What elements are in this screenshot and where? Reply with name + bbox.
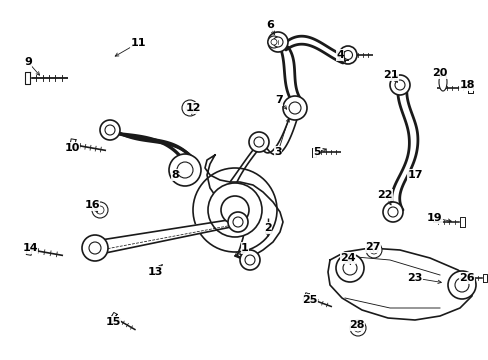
Text: 20: 20 xyxy=(431,68,447,78)
Circle shape xyxy=(240,250,260,270)
Polygon shape xyxy=(69,139,76,150)
Circle shape xyxy=(89,242,101,254)
Circle shape xyxy=(343,50,352,59)
Text: 15: 15 xyxy=(105,317,121,327)
Polygon shape xyxy=(94,219,238,255)
Circle shape xyxy=(369,246,377,254)
Circle shape xyxy=(96,206,104,214)
Text: 14: 14 xyxy=(22,243,38,253)
Circle shape xyxy=(272,37,283,47)
Circle shape xyxy=(82,235,108,261)
Text: 3: 3 xyxy=(274,147,281,157)
Text: 24: 24 xyxy=(340,253,355,263)
Polygon shape xyxy=(459,217,464,227)
Polygon shape xyxy=(303,293,309,302)
Polygon shape xyxy=(357,324,361,332)
Circle shape xyxy=(365,242,381,258)
Text: 6: 6 xyxy=(265,20,273,30)
Polygon shape xyxy=(327,248,471,320)
Circle shape xyxy=(454,278,468,292)
Circle shape xyxy=(227,212,247,232)
Text: 27: 27 xyxy=(365,242,380,252)
Circle shape xyxy=(248,132,268,152)
Circle shape xyxy=(193,168,276,252)
Polygon shape xyxy=(24,72,30,84)
Text: 9: 9 xyxy=(24,57,32,67)
Circle shape xyxy=(389,75,409,95)
Circle shape xyxy=(100,120,120,140)
Polygon shape xyxy=(204,155,283,258)
Text: 18: 18 xyxy=(458,80,474,90)
Text: 26: 26 xyxy=(458,273,474,283)
Text: 11: 11 xyxy=(130,38,145,48)
Polygon shape xyxy=(264,230,271,233)
Text: 22: 22 xyxy=(376,190,392,200)
Circle shape xyxy=(270,39,276,45)
Circle shape xyxy=(253,137,264,147)
Polygon shape xyxy=(467,82,472,93)
Circle shape xyxy=(177,162,193,178)
Circle shape xyxy=(349,320,365,336)
Polygon shape xyxy=(274,39,277,45)
Polygon shape xyxy=(343,50,347,59)
Circle shape xyxy=(283,96,306,120)
Text: 8: 8 xyxy=(171,170,179,180)
Circle shape xyxy=(185,104,194,112)
Polygon shape xyxy=(26,244,33,255)
Ellipse shape xyxy=(438,73,446,91)
Text: 16: 16 xyxy=(84,200,100,210)
Circle shape xyxy=(169,154,201,186)
Circle shape xyxy=(342,261,356,275)
Circle shape xyxy=(232,217,243,227)
Text: 1: 1 xyxy=(241,243,248,253)
Text: 28: 28 xyxy=(348,320,364,330)
Text: 19: 19 xyxy=(427,213,442,223)
Circle shape xyxy=(353,324,361,332)
Circle shape xyxy=(394,80,404,90)
Circle shape xyxy=(382,202,402,222)
Text: 4: 4 xyxy=(335,50,343,60)
Circle shape xyxy=(267,32,287,52)
Text: 13: 13 xyxy=(147,267,163,277)
Circle shape xyxy=(207,183,262,237)
Polygon shape xyxy=(482,274,486,282)
Circle shape xyxy=(221,196,248,224)
Text: 17: 17 xyxy=(407,170,422,180)
Circle shape xyxy=(338,46,356,64)
Text: 25: 25 xyxy=(302,295,317,305)
Circle shape xyxy=(267,36,280,48)
Circle shape xyxy=(244,255,254,265)
Circle shape xyxy=(447,271,475,299)
Text: 7: 7 xyxy=(275,95,282,105)
Circle shape xyxy=(335,254,363,282)
Text: 12: 12 xyxy=(185,103,201,113)
Text: 21: 21 xyxy=(383,70,398,80)
Circle shape xyxy=(288,102,301,114)
Circle shape xyxy=(182,100,198,116)
Polygon shape xyxy=(109,312,117,322)
Text: 10: 10 xyxy=(64,143,80,153)
Polygon shape xyxy=(311,148,315,157)
Circle shape xyxy=(387,207,397,217)
Text: 5: 5 xyxy=(312,147,320,157)
Text: 23: 23 xyxy=(407,273,422,283)
Circle shape xyxy=(105,125,115,135)
Circle shape xyxy=(92,202,108,218)
Text: 2: 2 xyxy=(264,223,271,233)
